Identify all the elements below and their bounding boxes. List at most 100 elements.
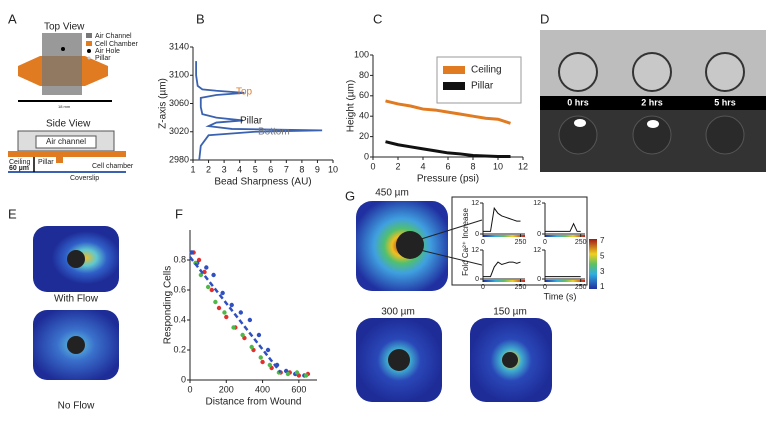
data-point <box>294 370 300 375</box>
legend-label: Air Channel <box>95 33 132 40</box>
y-axis-label: Height (µm) <box>346 80 357 132</box>
data-point <box>247 317 253 323</box>
legend-swatch <box>443 66 465 74</box>
x-tick-label: 10 <box>328 164 338 174</box>
connector <box>417 219 483 241</box>
air-channel-shape <box>42 33 82 95</box>
y-tick-label: 40 <box>359 111 369 121</box>
x-tick-label: 0 <box>481 284 485 291</box>
y-tick-label: 12 <box>471 200 479 207</box>
micrograph: 0 hrs 2 hrs 5 hrs <box>540 30 766 172</box>
x-tick-label: 3 <box>222 164 227 174</box>
time-label: 0 hrs <box>567 97 589 107</box>
y-tick-label: 100 <box>354 49 369 59</box>
y-tick-label: 0 <box>364 151 369 161</box>
x-tick-label: 0 <box>543 284 547 291</box>
color-strip <box>545 280 585 282</box>
time-label: 2 hrs <box>641 97 663 107</box>
wound <box>388 349 410 371</box>
data-line <box>385 99 511 125</box>
y-tick-label: 3020 <box>169 126 189 136</box>
data-point <box>220 290 225 296</box>
colorbar <box>589 239 597 289</box>
data-point <box>213 299 218 305</box>
bead-spot <box>647 120 659 128</box>
time-label: 5 hrs <box>714 97 736 107</box>
axis <box>192 47 333 161</box>
annotation: Top <box>236 87 253 98</box>
y-tick-label: 0.4 <box>173 314 186 324</box>
x-tick-label: 250 <box>515 284 527 291</box>
y-tick-label: 80 <box>359 70 369 80</box>
x-tick-label: 2 <box>206 164 211 174</box>
diagram-label: Pillar <box>38 159 54 166</box>
pillar-image <box>705 52 745 92</box>
diagram-label: Cell chamber <box>92 163 134 170</box>
map-label: 450 µm <box>375 188 409 199</box>
diagram-label: Air channel <box>46 137 86 146</box>
data-point <box>285 371 291 377</box>
y-tick-label: 0 <box>537 231 541 238</box>
data-point <box>204 265 209 270</box>
y-tick-label: 0 <box>181 374 186 384</box>
data-point <box>249 344 254 350</box>
legend-swatch <box>86 41 92 46</box>
data-point <box>216 305 222 311</box>
scale-label: 18 mm <box>58 104 71 109</box>
x-axis-label: Pressure (psi) <box>417 174 479 185</box>
inset-frame <box>451 196 588 286</box>
map-label: 150 µm <box>493 307 527 318</box>
data-point <box>205 284 211 290</box>
flow-maps: With Flow No Flow <box>33 226 119 412</box>
annotation: Pillar <box>240 116 263 127</box>
x-tick-label: 0 <box>370 161 375 171</box>
y-tick-label: 3060 <box>169 98 189 108</box>
wound <box>67 250 85 268</box>
wound <box>67 336 85 354</box>
x-tick-label: 2 <box>395 161 400 171</box>
y-tick-label: 12 <box>533 200 541 207</box>
bead-spot <box>574 119 586 127</box>
data-point <box>211 272 216 278</box>
color-strip <box>483 280 525 282</box>
data-point <box>229 302 234 308</box>
pillar-image <box>705 115 745 155</box>
panel-label: D <box>540 11 549 26</box>
y-axis-label: Responding Cells <box>163 266 174 344</box>
colorbar-label: 5 <box>600 251 605 260</box>
y-tick-label: 60 <box>359 90 369 100</box>
x-tick-label: 9 <box>315 164 320 174</box>
pillar-image <box>632 52 672 92</box>
x-tick-label: 4 <box>420 161 425 171</box>
legend-swatch <box>87 49 91 53</box>
x-tick-label: 600 <box>291 384 306 394</box>
data-line <box>483 206 521 232</box>
x-tick-label: 0 <box>187 384 192 394</box>
colorbar-label: 1 <box>600 282 605 291</box>
x-tick-label: 8 <box>299 164 304 174</box>
y-tick-label: 3140 <box>169 41 189 51</box>
wound <box>502 352 518 368</box>
x-tick-label: 5 <box>253 164 258 174</box>
x-tick-label: 10 <box>493 161 503 171</box>
legend-label: Pillar <box>95 55 111 62</box>
wound <box>396 231 424 259</box>
y-tick-label: 12 <box>471 247 479 254</box>
data-point <box>265 347 271 353</box>
x-tick-label: 4 <box>237 164 242 174</box>
data-line <box>195 61 323 161</box>
x-tick-label: 250 <box>515 239 527 246</box>
annotation: Bottom <box>258 127 290 138</box>
x-tick-label: 12 <box>518 161 528 171</box>
data-line <box>483 261 521 278</box>
color-strip <box>545 235 585 237</box>
map-label: With Flow <box>54 294 99 305</box>
data-line <box>385 140 511 158</box>
x-tick-label: 0 <box>543 239 547 246</box>
data-point <box>260 359 265 365</box>
data-point <box>224 314 229 320</box>
ceiling-layer <box>8 151 126 157</box>
map-label: 300 µm <box>381 307 415 318</box>
diagram-label: Ceiling <box>9 159 31 166</box>
